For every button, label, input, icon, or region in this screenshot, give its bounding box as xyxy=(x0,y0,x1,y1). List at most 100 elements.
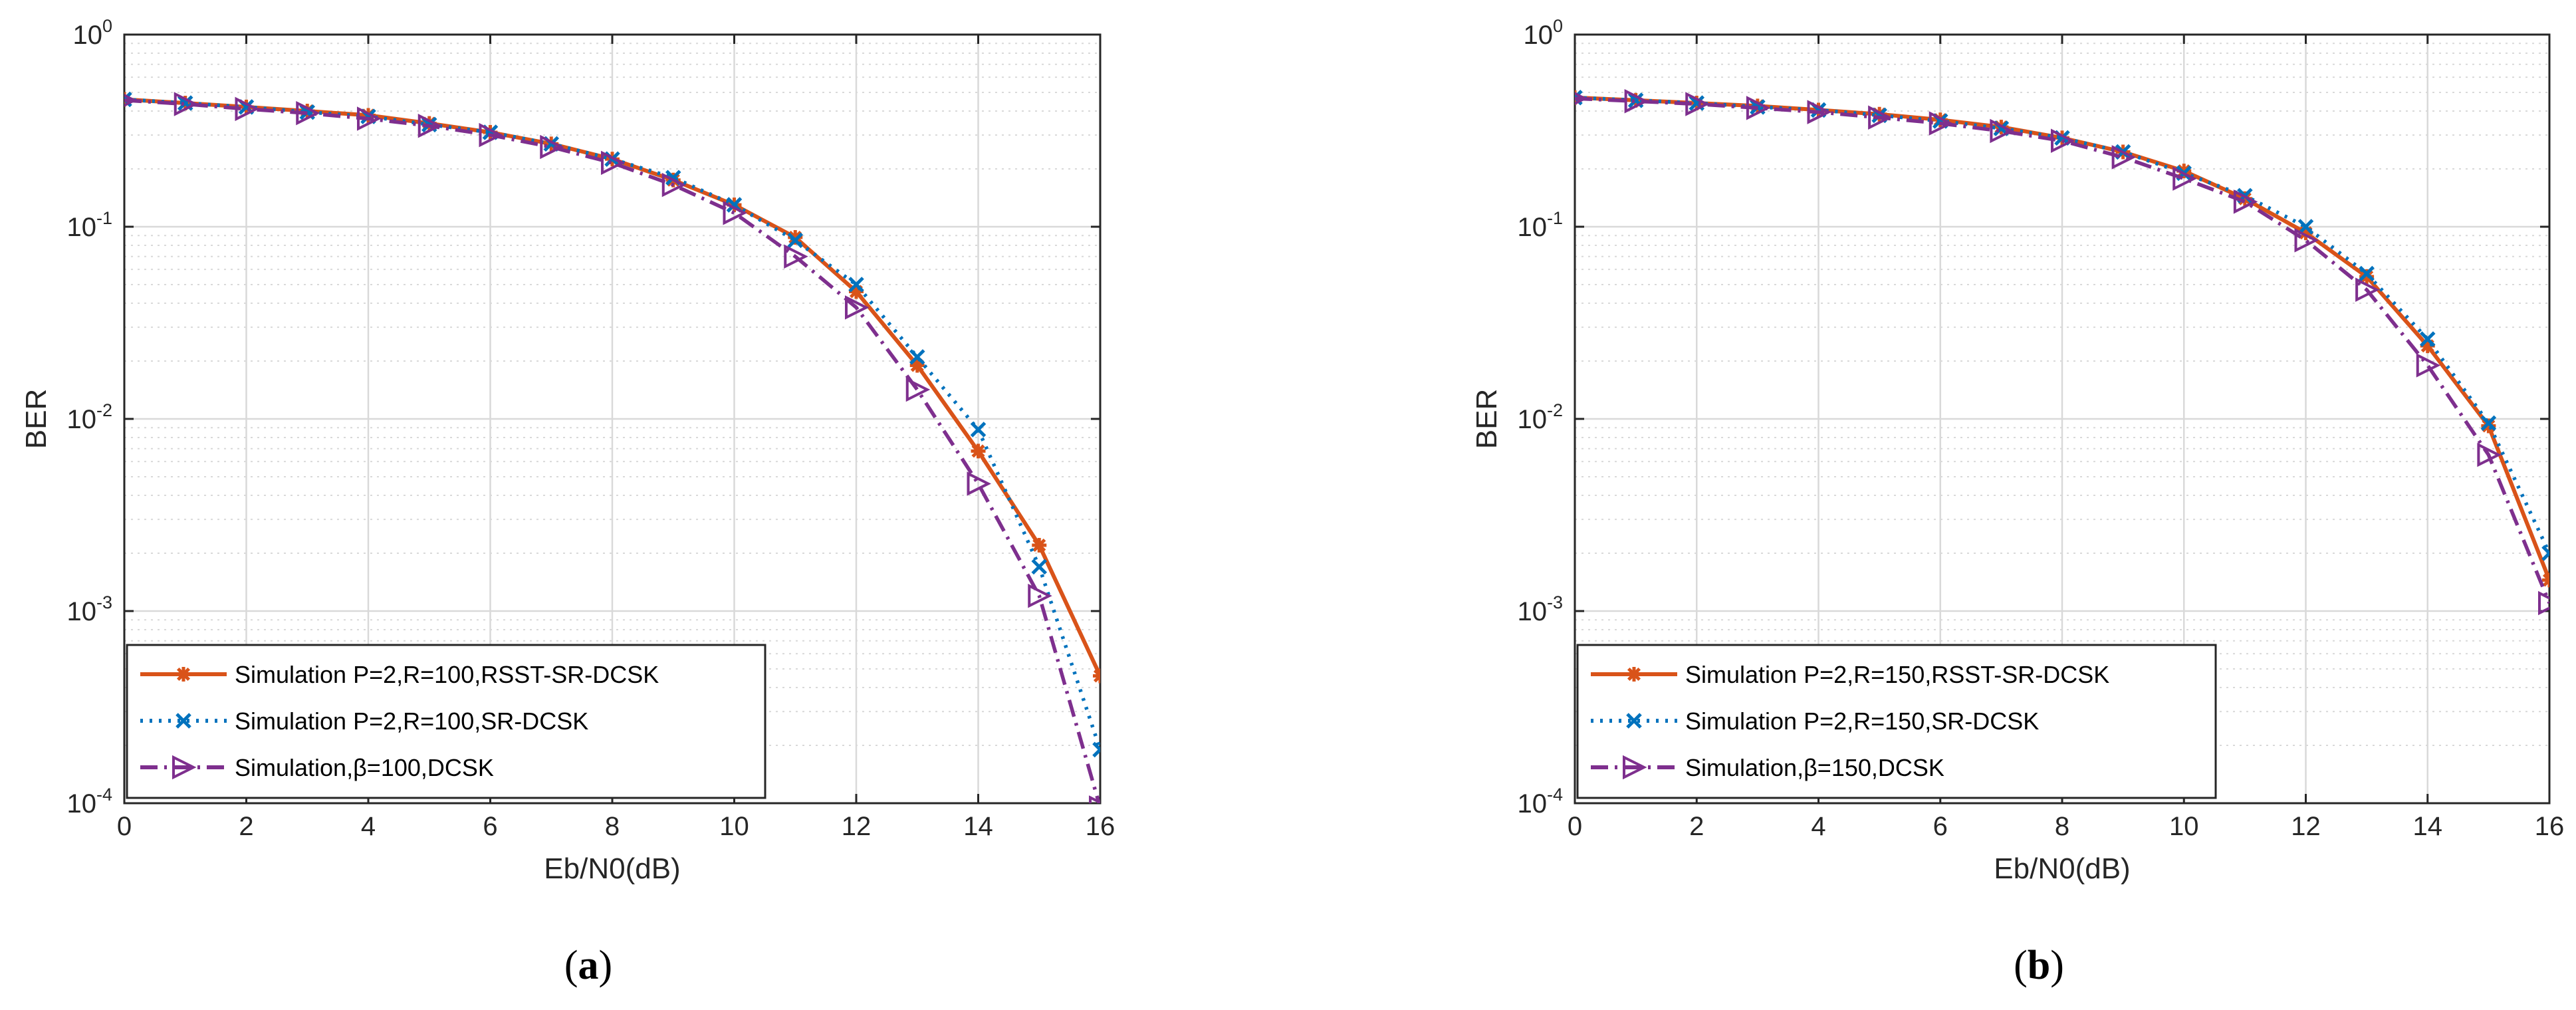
series-layer xyxy=(1575,88,2549,616)
data-point-rsst xyxy=(849,284,864,299)
data-point-dcsk xyxy=(235,96,259,122)
data-point-srdcsk xyxy=(848,277,864,293)
data-point-dcsk xyxy=(417,114,443,138)
data-point-dcsk xyxy=(2477,442,2502,467)
x-tick-label: 16 xyxy=(1086,812,1115,841)
data-point-rsst xyxy=(2420,338,2435,354)
data-point-srdcsk xyxy=(909,349,925,365)
data-point-dcsk xyxy=(2233,189,2258,214)
x-axis-label: Eb/N0(dB) xyxy=(1994,852,2130,885)
data-point-rsst xyxy=(1032,538,1047,553)
data-point-rsst xyxy=(2542,572,2549,588)
y-tick-label: 10-1 xyxy=(66,208,112,242)
data-point-rsst xyxy=(788,230,803,245)
data-point-srdcsk xyxy=(2480,415,2497,432)
y-tick-label: 10-4 xyxy=(66,785,112,819)
data-point-rsst xyxy=(2237,191,2252,206)
data-point-dcsk xyxy=(357,106,382,131)
data-point-srdcsk xyxy=(2419,331,2436,347)
x-tick-label: 10 xyxy=(2169,812,2199,841)
legend-box xyxy=(126,644,766,799)
x-tick-label: 16 xyxy=(2535,812,2565,841)
data-point-dcsk xyxy=(2538,590,2549,616)
data-point-dcsk xyxy=(1807,100,1831,124)
data-point-srdcsk xyxy=(2359,265,2375,282)
data-point-dcsk xyxy=(296,100,320,126)
legend-label-dcsk: Simulation,β=100,DCSK xyxy=(235,754,494,781)
data-point-dcsk xyxy=(2355,277,2380,303)
x-tick-label: 4 xyxy=(361,812,376,841)
data-point-dcsk xyxy=(845,295,870,320)
chart-panel-a: 0 2 4 6 8 10 12 14 16 10-4 10-3 10-2 10-1 100 Eb/N0(dB… xyxy=(20,16,1115,988)
legend-label-srdcsk: Simulation P=2,R=150,SR-DCSK xyxy=(1685,707,2039,735)
x-tick-label: 4 xyxy=(1811,812,1825,841)
legend-label-dcsk: Simulation,β=150,DCSK xyxy=(1685,754,1944,781)
x-tick-label: 12 xyxy=(2291,812,2321,841)
series-line-dcsk xyxy=(1575,96,2549,604)
data-point-rsst xyxy=(2359,269,2375,285)
data-point-dcsk xyxy=(661,172,687,197)
y-tick-label: 10-2 xyxy=(1517,400,1563,434)
y-tick-label: 10-2 xyxy=(66,400,112,434)
data-point-rsst xyxy=(971,443,986,459)
data-point-dcsk xyxy=(2416,353,2441,378)
data-point-dcsk xyxy=(2294,228,2319,253)
x-tick-label: 8 xyxy=(605,812,620,841)
legend-marker-dcsk xyxy=(1623,755,1647,780)
data-point-dcsk xyxy=(2111,145,2137,170)
x-tick-label: 6 xyxy=(1933,812,1948,841)
data-point-srdcsk xyxy=(2297,219,2314,235)
panel-caption: (a) xyxy=(564,943,612,988)
legend-marker-srdcsk xyxy=(176,713,191,729)
data-point-dcsk xyxy=(1746,96,1771,120)
legend-label-rsst: Simulation P=2,R=150,RSST-SR-DCSK xyxy=(1685,661,2109,688)
data-point-dcsk xyxy=(1624,88,1649,114)
x-tick-label: 0 xyxy=(1568,812,1582,841)
x-tick-label: 2 xyxy=(1689,812,1704,841)
y-tick-label: 100 xyxy=(72,16,112,50)
legend-label-srdcsk: Simulation P=2,R=100,SR-DCSK xyxy=(235,707,588,735)
data-point-dcsk xyxy=(2051,128,2075,154)
y-tick-label: 10-3 xyxy=(1517,592,1563,626)
data-point-srdcsk xyxy=(2541,545,2549,561)
panel-caption: (b) xyxy=(2014,943,2064,988)
data-point-dcsk xyxy=(174,92,199,116)
data-point-dcsk xyxy=(540,134,564,160)
x-tick-label: 10 xyxy=(719,812,749,841)
x-tick-label: 12 xyxy=(842,812,872,841)
data-point-dcsk xyxy=(2172,166,2197,191)
data-point-dcsk xyxy=(1990,118,2014,144)
x-tick-label: 2 xyxy=(239,812,253,841)
data-point-srdcsk xyxy=(1092,741,1100,758)
data-point-dcsk xyxy=(905,377,931,402)
legend: Simulation P=2,R=150,RSST-SR-DCSK Simulat… xyxy=(1576,644,2217,799)
series-line-srdcsk xyxy=(124,97,1100,751)
data-point-rsst xyxy=(1093,668,1100,684)
x-tick-label: 14 xyxy=(963,812,993,841)
y-tick-label: 100 xyxy=(1523,16,1563,50)
y-axis-label: BER xyxy=(20,389,53,449)
x-axis-label: Eb/N0(dB) xyxy=(544,852,680,885)
x-tick-label: 14 xyxy=(2413,812,2443,841)
data-point-srdcsk xyxy=(970,422,987,438)
y-tick-label: 10-4 xyxy=(1517,785,1563,819)
data-point-dcsk xyxy=(784,244,808,269)
legend-marker-srdcsk xyxy=(1626,713,1642,729)
data-point-srdcsk xyxy=(787,232,804,249)
chart-panel-b: 0 2 4 6 8 10 12 14 16 10-4 10-3 10-2 10-1 100 Eb/N0(dB… xyxy=(1470,16,2564,988)
data-point-dcsk xyxy=(723,200,747,225)
y-axis-label: BER xyxy=(1470,389,1503,449)
legend-box xyxy=(1576,644,2217,799)
series-line-srdcsk xyxy=(1575,96,2549,555)
data-point-dcsk xyxy=(601,150,626,176)
data-point-dcsk xyxy=(967,471,991,496)
data-point-rsst xyxy=(2298,225,2313,241)
legend: Simulation P=2,R=100,RSST-SR-DCSK Simulat… xyxy=(126,644,766,799)
x-tick-label: 0 xyxy=(117,812,132,841)
data-point-dcsk xyxy=(1929,111,1954,136)
data-point-dcsk xyxy=(1868,105,1893,130)
x-tick-label: 6 xyxy=(483,812,497,841)
x-tick-label: 8 xyxy=(2055,812,2069,841)
y-tick-label: 10-1 xyxy=(1517,208,1563,242)
